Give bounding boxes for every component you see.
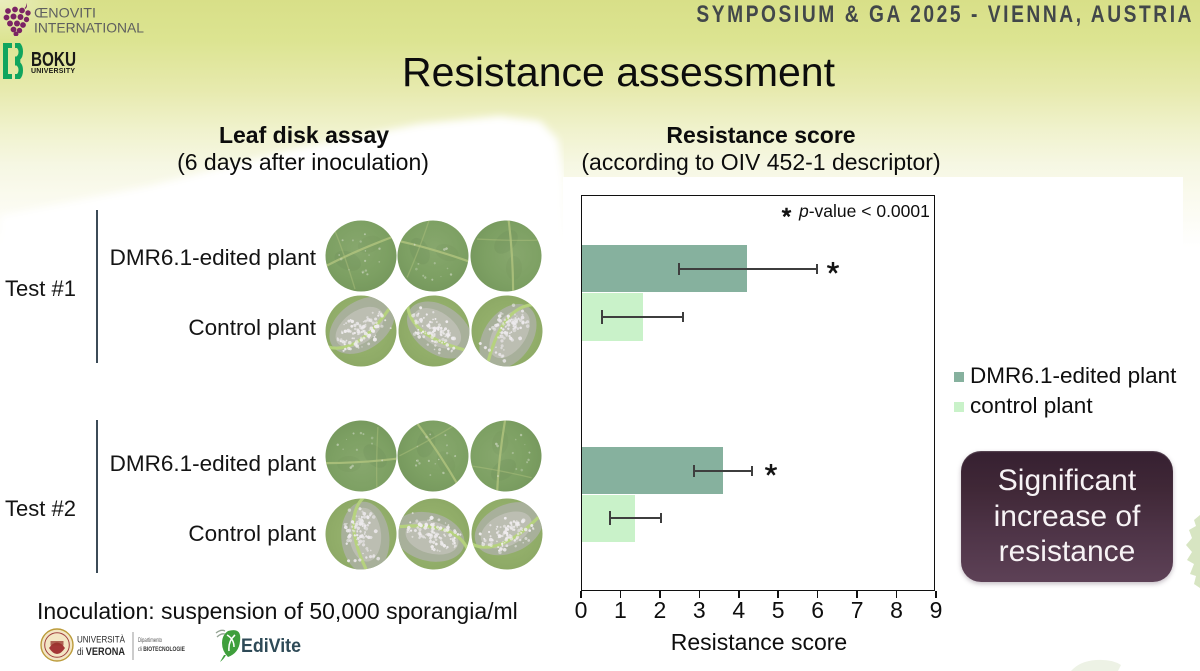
svg-text:di BIOTECNOLOGIE: di BIOTECNOLOGIE xyxy=(138,647,185,653)
svg-text:INTERNATIONAL: INTERNATIONAL xyxy=(34,20,144,36)
svg-text:UNIVERSITY: UNIVERSITY xyxy=(31,68,75,75)
svg-text:EdiVite: EdiVite xyxy=(241,636,301,657)
svg-text:ŒNOVITI: ŒNOVITI xyxy=(34,5,96,21)
svg-text:BOKU: BOKU xyxy=(31,49,76,71)
svg-text:UNIVERSITÀ: UNIVERSITÀ xyxy=(77,635,126,646)
svg-text:di VERONA: di VERONA xyxy=(77,646,125,658)
svg-text:Dipartimento: Dipartimento xyxy=(138,638,162,644)
